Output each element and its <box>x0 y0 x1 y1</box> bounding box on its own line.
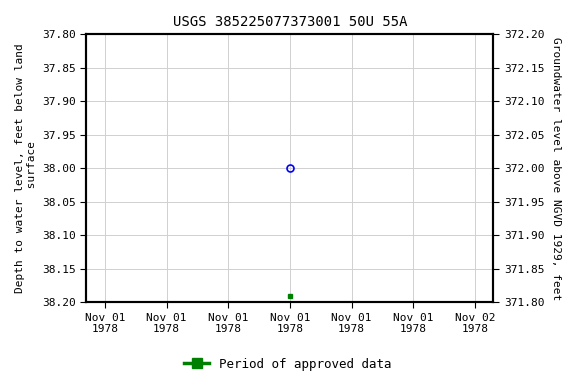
Title: USGS 385225077373001 50U 55A: USGS 385225077373001 50U 55A <box>173 15 407 29</box>
Legend: Period of approved data: Period of approved data <box>179 353 397 376</box>
Y-axis label: Depth to water level, feet below land
 surface: Depth to water level, feet below land su… <box>15 43 37 293</box>
Y-axis label: Groundwater level above NGVD 1929, feet: Groundwater level above NGVD 1929, feet <box>551 37 561 300</box>
